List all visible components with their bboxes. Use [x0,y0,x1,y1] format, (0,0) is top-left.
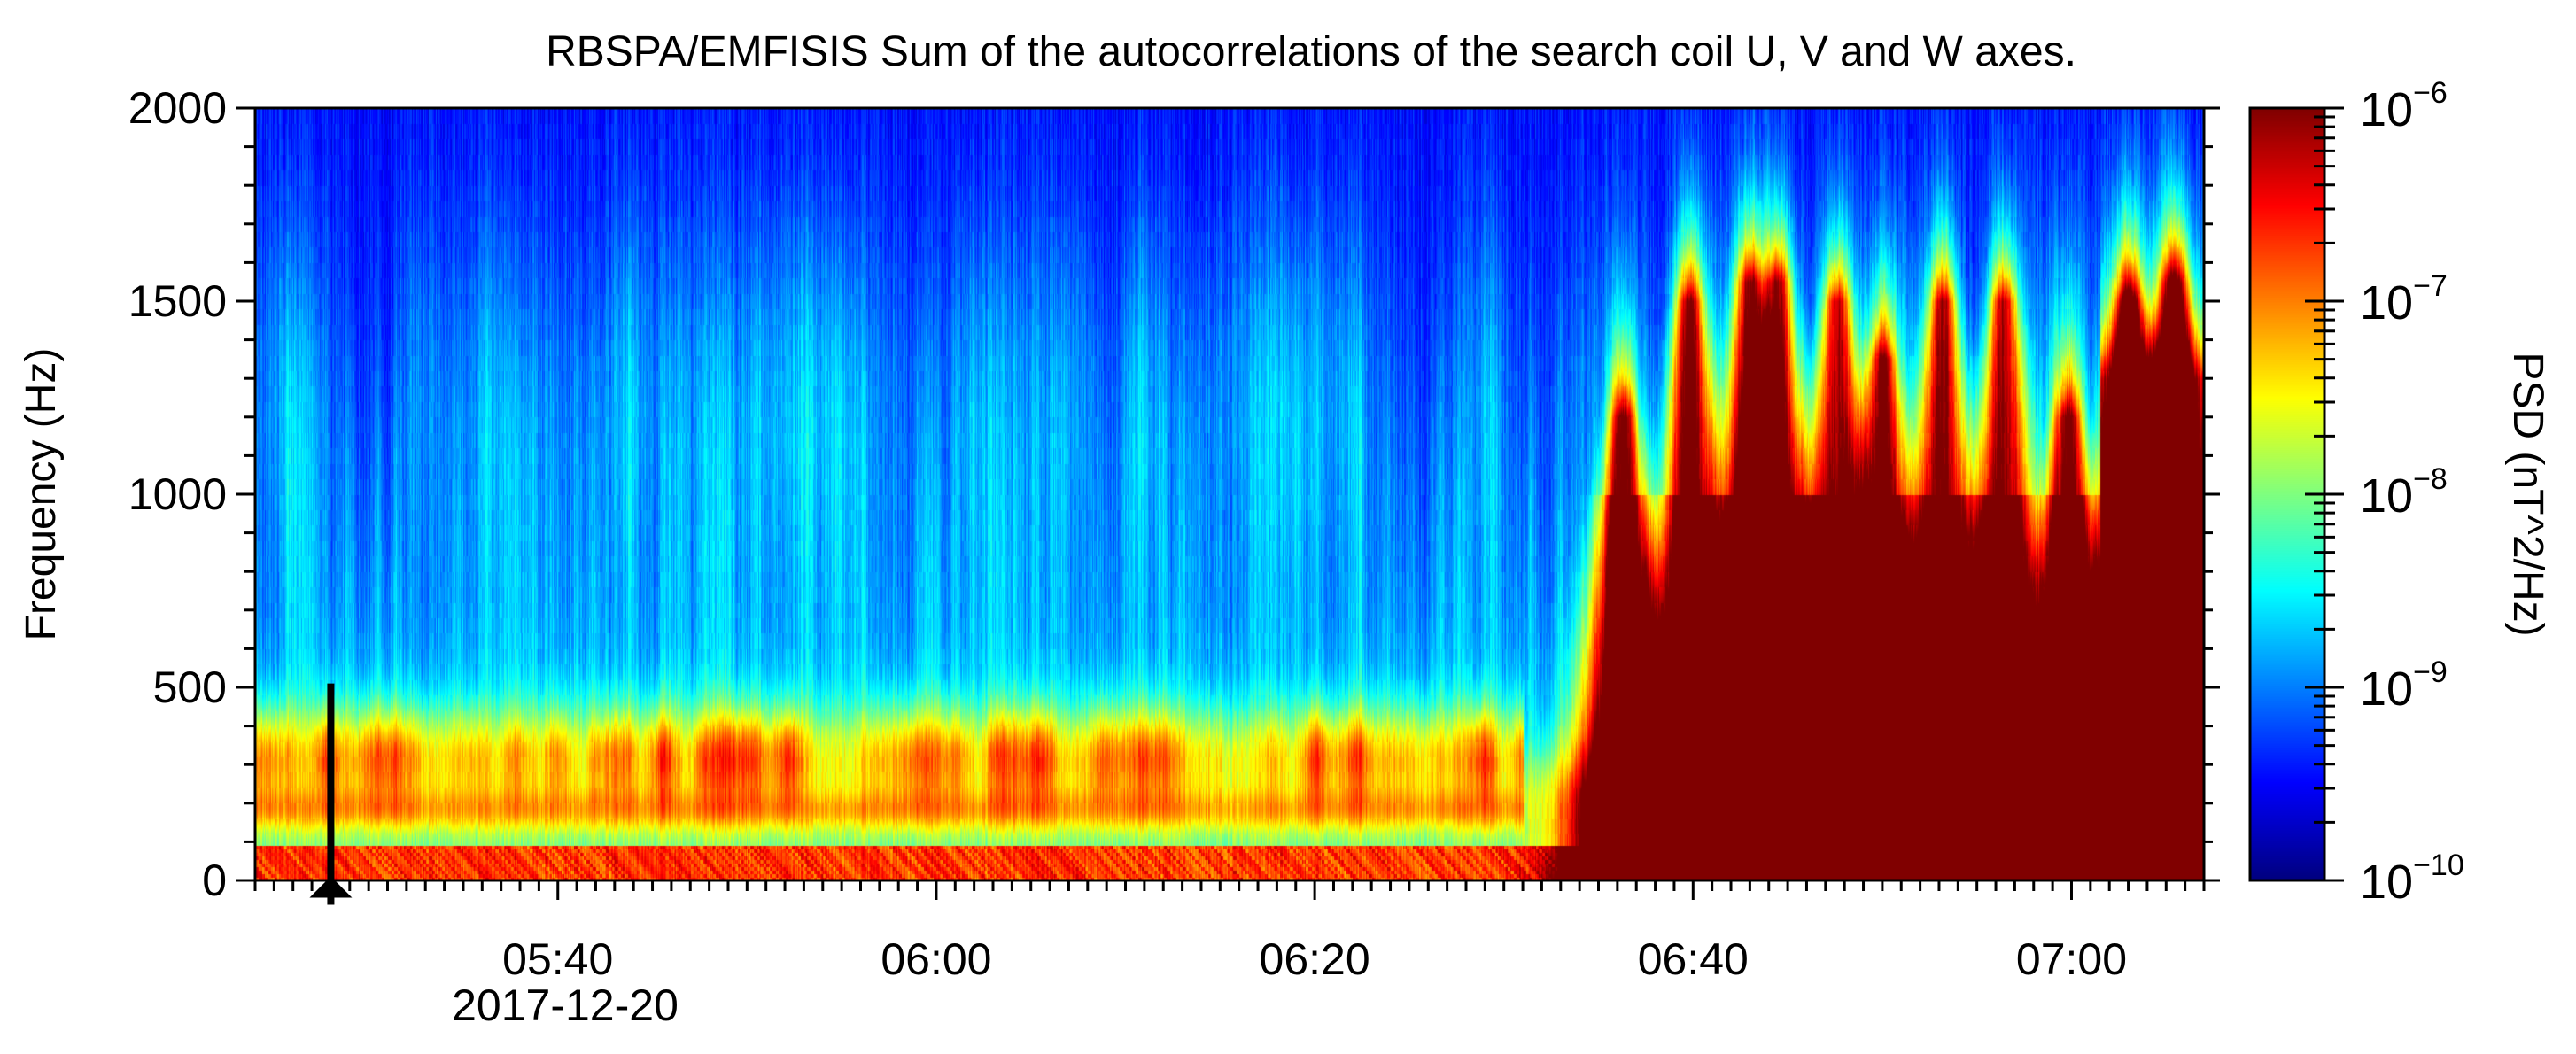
colorbar-tick-base: 10 [2360,469,2413,523]
x-tick-label: 06:40 [1638,934,1749,984]
colorbar-tick-base: 10 [2360,83,2413,136]
y-axis-label: Frequency (Hz) [18,348,65,641]
colorbar-tick-base: 10 [2360,663,2413,716]
colorbar-ticks: 10−610−710−810−910−10 [2305,76,2464,909]
y-tick-label: 500 [153,663,227,712]
colorbar-tick-base: 10 [2360,276,2413,329]
y-tick-label: 1000 [128,469,227,519]
x-tick-label: 06:20 [1260,934,1370,984]
y-tick-label: 1500 [128,276,227,326]
colorbar-tick-exponent: −10 [2413,849,2464,882]
colorbar-tick-exponent: −8 [2413,462,2448,496]
spectrogram-image [255,108,2204,880]
chart-title: RBSPA/EMFISIS Sum of the autocorrelation… [546,28,2076,75]
x-axis: 05:40 06:00 06:20 06:40 07:00 [253,880,2206,984]
colorbar-tick-exponent: −9 [2413,655,2448,689]
x-tick-label: 07:00 [2016,934,2127,984]
y-axis: 0 500 1000 1500 2000 [128,83,2220,905]
colorbar-tick-label: 10−7 [2360,269,2448,329]
plot-area [253,106,2206,905]
colorbar-tick-label: 10−8 [2360,462,2448,523]
colorbar: 10−610−710−810−910−10 [2248,76,2464,909]
colorbar-tick-label: 10−10 [2360,849,2464,909]
colorbar-tick-exponent: −7 [2413,269,2448,303]
colorbar-tick-base: 10 [2360,856,2413,909]
colorbar-tick-exponent: −6 [2413,76,2448,110]
y-tick-label: 2000 [128,83,227,133]
y-tick-label: 0 [202,856,227,905]
x-tick-label: 05:40 [502,934,613,984]
colorbar-label: PSD (nT^2/Hz) [2504,352,2551,636]
x-date-label: 2017-12-20 [452,980,679,1030]
colorbar-tick-label: 10−6 [2360,76,2448,136]
colorbar-tick-label: 10−9 [2360,655,2448,716]
x-tick-label: 06:00 [881,934,991,984]
